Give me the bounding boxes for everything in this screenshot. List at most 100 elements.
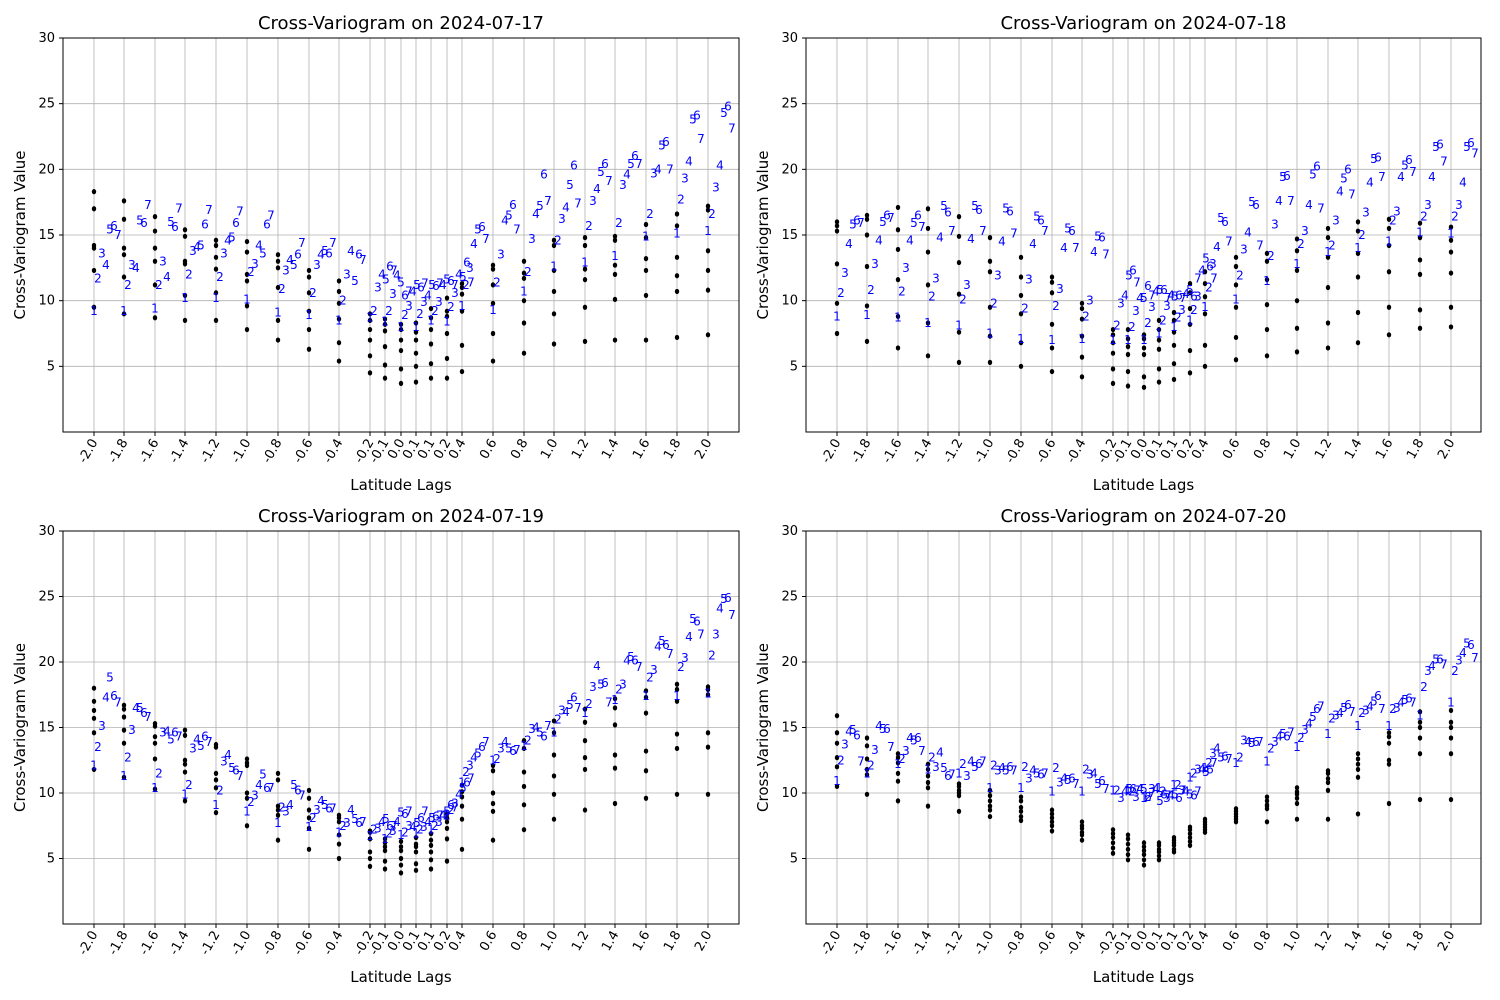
point-label: 1 — [1263, 755, 1271, 769]
point-label: 4 — [255, 778, 263, 792]
point-label: 2 — [867, 283, 875, 297]
data-point — [152, 282, 158, 288]
data-point — [582, 738, 588, 744]
point-label: 5 — [1202, 252, 1210, 266]
data-point — [1417, 751, 1423, 757]
x-tick-label: 1.2 — [1312, 929, 1335, 954]
point-label: 5 — [1140, 782, 1148, 796]
data-point — [490, 266, 496, 272]
point-label: 3 — [159, 254, 167, 268]
point-label: 6 — [570, 690, 578, 704]
point-label: 4 — [845, 237, 853, 251]
data-point — [398, 321, 404, 327]
data-point — [1171, 329, 1177, 335]
x-tick-label: -0.4 — [1064, 929, 1090, 958]
point-label: 6 — [1374, 689, 1382, 703]
point-label: 4 — [1213, 240, 1221, 254]
point-label: 7 — [1317, 202, 1325, 216]
point-label: 1 — [397, 320, 405, 334]
data-point — [1325, 816, 1331, 822]
data-point — [925, 225, 931, 232]
point-label: 5 — [259, 246, 267, 260]
data-point — [459, 803, 465, 809]
point-label: 6 — [1160, 787, 1168, 801]
data-point — [275, 252, 281, 258]
data-point — [521, 783, 527, 790]
point-label: 5 — [1186, 283, 1194, 297]
data-point — [459, 368, 465, 375]
point-label: 2 — [401, 308, 409, 322]
point-label: 5 — [228, 761, 236, 775]
data-point — [490, 330, 496, 337]
x-tick-label: 1.6 — [630, 437, 653, 462]
data-point — [336, 288, 342, 295]
data-point — [1264, 277, 1270, 283]
x-tick-label: 0.6 — [477, 929, 500, 954]
data-point — [1325, 235, 1331, 241]
point-label: 6 — [110, 689, 118, 703]
data-point — [244, 238, 250, 245]
x-tick-label: -1.4 — [910, 929, 936, 958]
point-label: 6 — [1344, 698, 1352, 712]
data-point — [1125, 383, 1131, 389]
data-point — [398, 862, 404, 868]
x-tick-label: 0.4 — [1189, 929, 1212, 954]
point-label: 3 — [1132, 304, 1140, 318]
data-point — [91, 304, 97, 310]
x-tick-label: 2.0 — [1435, 929, 1458, 954]
data-point — [1386, 242, 1392, 249]
point-label: 1 — [489, 303, 497, 317]
data-point — [1110, 332, 1116, 338]
point-label: 2 — [1451, 210, 1459, 224]
data-point — [1187, 370, 1193, 376]
point-label: 2 — [1328, 239, 1336, 253]
data-point — [121, 311, 127, 317]
point-label: 3 — [374, 821, 382, 835]
point-label: 1 — [274, 305, 282, 319]
point-label: 5 — [428, 278, 436, 292]
point-label: 2 — [837, 286, 845, 300]
y-tick-label: 5 — [47, 852, 55, 867]
data-point — [1417, 220, 1423, 226]
point-label: 7 — [1287, 194, 1295, 208]
point-label: 3 — [1117, 296, 1125, 310]
point-label: 6 — [140, 706, 148, 720]
point-label: 6 — [1221, 749, 1229, 763]
data-point — [459, 342, 465, 348]
point-label: 3 — [420, 820, 428, 834]
data-point — [1264, 819, 1270, 825]
data-point — [864, 766, 870, 773]
x-tick-label: -1.0 — [972, 437, 998, 466]
data-point — [1355, 228, 1361, 234]
data-point — [1018, 340, 1024, 346]
x-tick-label: 1.8 — [661, 929, 684, 954]
x-tick-label: -0.8 — [1003, 437, 1029, 466]
point-label: 4 — [102, 690, 110, 704]
data-point — [244, 823, 250, 829]
point-label: 6 — [693, 614, 701, 628]
data-point — [864, 756, 870, 762]
point-label: 4 — [1305, 717, 1313, 731]
point-label: 1 — [489, 753, 497, 767]
point-label: 4 — [347, 803, 355, 817]
point-label: 6 — [171, 220, 179, 234]
data-point — [1386, 225, 1392, 232]
point-label: 6 — [478, 220, 486, 234]
data-point — [244, 756, 250, 762]
point-label: 2 — [493, 275, 501, 289]
point-label: 7 — [1010, 227, 1018, 241]
y-tick-label: 15 — [781, 721, 798, 736]
point-label: 3 — [1148, 300, 1156, 314]
data-point — [1355, 340, 1361, 346]
data-point — [1386, 216, 1392, 222]
point-label: 6 — [294, 783, 302, 797]
point-label: 5 — [910, 216, 918, 230]
data-point — [1417, 271, 1423, 277]
data-point — [398, 347, 404, 354]
point-label: 5 — [474, 223, 482, 237]
point-label: 7 — [666, 647, 674, 661]
data-point — [1294, 795, 1300, 801]
data-point — [1294, 267, 1300, 274]
data-point — [1171, 317, 1177, 323]
